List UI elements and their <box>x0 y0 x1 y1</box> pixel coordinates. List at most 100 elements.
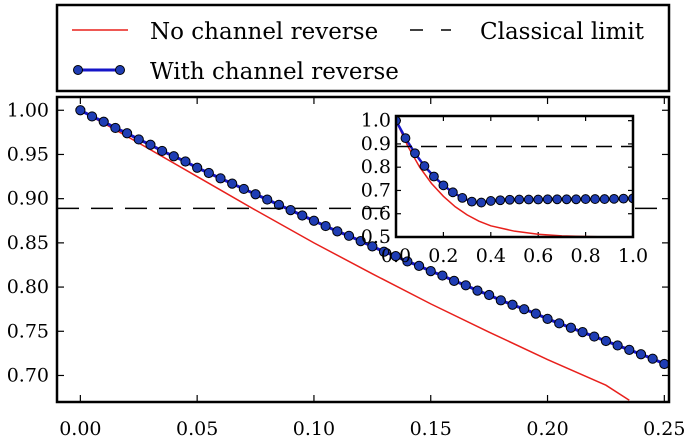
main-x-tick-label: 0.05 <box>176 418 218 440</box>
main-point-with-channel-reverse <box>367 241 378 252</box>
main-x-tick-label: 0.20 <box>526 418 568 440</box>
main-y-tick-label: 0.85 <box>7 232 49 254</box>
inset-series <box>396 116 633 237</box>
main-point-with-channel-reverse <box>75 105 86 116</box>
inset-x-tick-label: 0.6 <box>523 245 553 267</box>
inset-y-tick-label: 0.6 <box>361 203 391 225</box>
main-point-with-channel-reverse <box>227 178 238 189</box>
main-point-with-channel-reverse <box>262 194 273 205</box>
inset-point-with-channel-reverse <box>419 161 430 171</box>
inset-point-with-channel-reverse <box>618 193 629 204</box>
main-point-with-channel-reverse <box>308 215 320 226</box>
legend-marker-with-channel-reverse-1 <box>73 65 83 75</box>
main-point-with-channel-reverse <box>86 111 98 122</box>
main-point-with-channel-reverse <box>343 230 355 241</box>
main-x-tick-label: 0.15 <box>410 418 452 440</box>
inset-point-with-channel-reverse <box>542 194 553 205</box>
legend-label-with-channel-reverse: With channel reverse <box>150 59 399 85</box>
main-point-with-channel-reverse <box>530 308 541 319</box>
inset-point-with-channel-reverse <box>495 195 506 206</box>
main-point-with-channel-reverse <box>273 199 285 210</box>
inset-y-tick-label: 1.0 <box>361 110 391 132</box>
main-y-tick-label: 0.70 <box>7 364 49 386</box>
main-axes-frame <box>55 95 671 404</box>
main-y-tick-label: 0.75 <box>7 320 49 342</box>
inset-point-with-channel-reverse <box>429 171 439 182</box>
main-point-with-channel-reverse <box>168 151 179 162</box>
inset-x-tick-label: 1.0 <box>618 245 648 267</box>
main-point-with-channel-reverse <box>98 116 109 127</box>
main-point-with-channel-reverse <box>542 313 553 324</box>
legend-label-no-channel-reverse: No channel reverse <box>150 19 378 45</box>
inset-point-with-channel-reverse <box>504 194 515 205</box>
main-x-tick-label: 0.10 <box>293 418 335 440</box>
legend-label-classical-limit: Classical limit <box>480 19 645 45</box>
main-point-with-channel-reverse <box>565 322 576 333</box>
main-point-with-channel-reverse <box>250 189 261 200</box>
inset-point-with-channel-reverse <box>400 133 411 144</box>
main-point-with-channel-reverse <box>157 145 168 157</box>
legend: No channel reverse Classical limit With … <box>55 3 671 93</box>
main-series-no-channel-reverse <box>79 109 630 401</box>
inset-x-tick-label: 0.4 <box>476 245 506 267</box>
inset-point-with-channel-reverse <box>552 194 563 205</box>
main-point-with-channel-reverse <box>484 289 495 301</box>
main-point-with-channel-reverse <box>332 226 343 237</box>
main-series <box>57 105 669 401</box>
inset-point-with-channel-reverse <box>523 194 534 205</box>
main-point-with-channel-reverse <box>507 299 518 310</box>
main-point-with-channel-reverse <box>285 205 296 216</box>
main-point-with-channel-reverse <box>133 134 144 145</box>
main-point-with-channel-reverse <box>577 327 588 338</box>
main-point-with-channel-reverse <box>635 349 647 360</box>
main-y-tick-label: 0.95 <box>7 143 49 165</box>
main-point-with-channel-reverse <box>437 270 448 281</box>
inset-point-with-channel-reverse <box>599 194 610 204</box>
main-axes: 0.00 0.05 0.10 0.15 0.20 0.25 0.70 0.75 0.80 0.85… <box>7 97 685 440</box>
inset-point-with-channel-reverse <box>410 148 420 159</box>
inset-point-with-channel-reverse <box>476 197 487 208</box>
inset-y-tick-label: 0.8 <box>361 156 391 178</box>
main-point-with-channel-reverse <box>425 266 436 277</box>
main-point-with-channel-reverse <box>647 353 658 364</box>
main-point-with-channel-reverse <box>145 139 156 150</box>
inset-point-with-channel-reverse <box>590 194 600 204</box>
inset-point-with-channel-reverse <box>580 194 591 204</box>
main-point-with-channel-reverse <box>110 122 121 134</box>
main-point-with-channel-reverse <box>238 183 249 195</box>
inset-point-with-channel-reverse <box>609 193 619 204</box>
main-point-with-channel-reverse <box>215 173 226 184</box>
inset-point-with-channel-reverse <box>438 180 449 191</box>
main-point-with-channel-reverse <box>554 318 565 329</box>
main-point-with-channel-reverse <box>192 162 203 173</box>
main-point-with-channel-reverse <box>612 340 623 351</box>
main-point-with-channel-reverse <box>519 304 530 315</box>
main-point-with-channel-reverse <box>413 260 425 271</box>
main-point-with-channel-reverse <box>180 156 191 167</box>
main-point-with-channel-reverse <box>203 167 214 179</box>
main-point-with-channel-reverse <box>659 358 669 370</box>
main-point-with-channel-reverse <box>460 280 471 291</box>
main-x-tick-label: 0.00 <box>59 418 101 440</box>
inset-point-with-channel-reverse <box>466 196 477 207</box>
main-point-with-channel-reverse <box>355 236 366 247</box>
main-point-with-channel-reverse <box>589 331 600 342</box>
main-y-tick-label: 0.90 <box>7 188 49 210</box>
main-point-with-channel-reverse <box>624 344 635 355</box>
main-point-with-channel-reverse <box>121 128 133 139</box>
legend-frame <box>55 3 671 93</box>
main-point-with-channel-reverse <box>297 210 308 221</box>
inset-x-tick-label: 0.8 <box>570 245 600 267</box>
main-x-tick-label: 0.25 <box>643 418 685 440</box>
inset-y-tick-label: 0.5 <box>361 226 391 248</box>
inset-point-with-channel-reverse <box>561 194 572 205</box>
inset-y-tick-label: 0.9 <box>361 133 391 155</box>
main-y-tick-label: 1.00 <box>7 99 49 121</box>
inset-y-tick-label: 0.7 <box>361 179 391 201</box>
main-point-with-channel-reverse <box>390 251 401 262</box>
main-point-with-channel-reverse <box>600 335 612 347</box>
inset-x-tick-label: 0.0 <box>381 245 411 267</box>
inset-point-with-channel-reverse <box>447 187 458 198</box>
main-point-with-channel-reverse <box>495 295 506 306</box>
